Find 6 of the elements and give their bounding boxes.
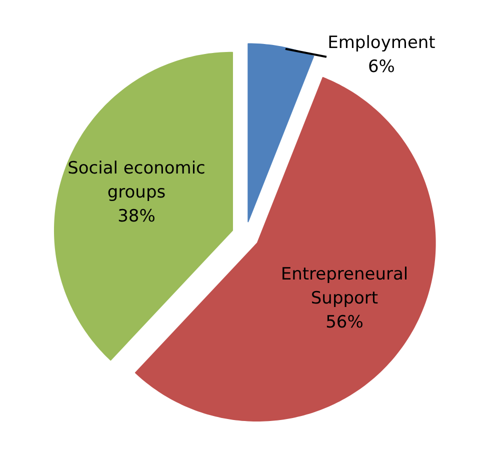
slice-label: Entrepreneural Support <box>280 264 408 308</box>
data-label: 6% <box>368 56 395 77</box>
slice-label: Employment <box>328 32 436 53</box>
data-label: 38% <box>118 206 156 226</box>
data-label: 56% <box>326 312 364 332</box>
slice-label: Social economic groups <box>68 158 206 202</box>
